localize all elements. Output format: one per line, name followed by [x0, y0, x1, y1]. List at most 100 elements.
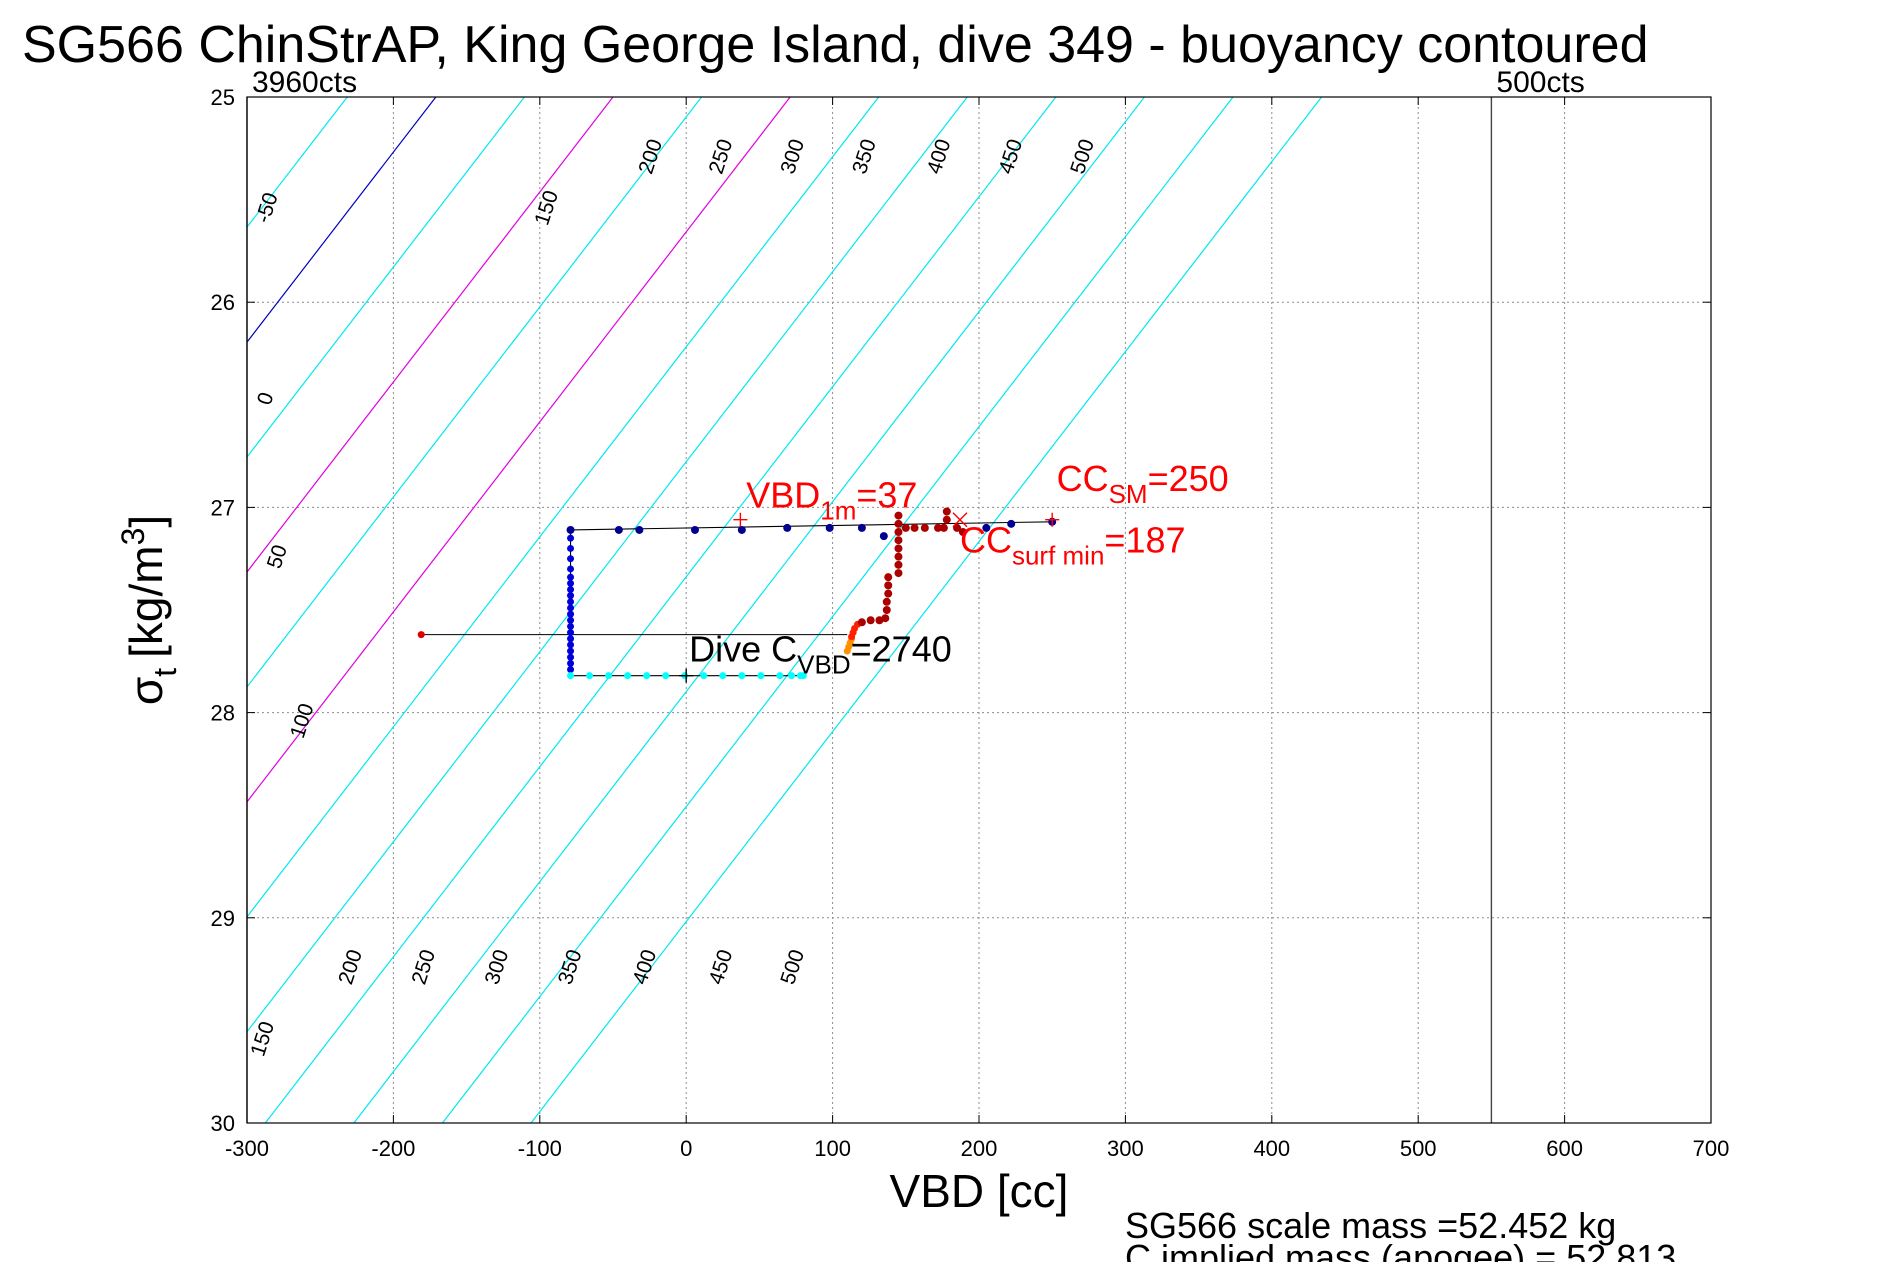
x-tick-label: 500: [1400, 1136, 1437, 1161]
data-point: [605, 672, 613, 680]
cross-marker: [952, 512, 968, 528]
data-point: [738, 672, 746, 680]
cc-sm-annotation-value: =250: [1148, 458, 1229, 499]
y-tick-label: 25: [211, 85, 235, 110]
contour-line: [441, 97, 1234, 1123]
y-axis-label-sub: t: [147, 668, 183, 677]
y-tick-label: 27: [211, 495, 235, 520]
x-tick-label: 400: [1253, 1136, 1290, 1161]
cc-sm-annotation-base: CC: [1057, 458, 1109, 499]
data-point: [757, 672, 765, 680]
cc-surf-min-annotation-base: CC: [960, 520, 1012, 561]
data-point: [958, 528, 967, 537]
data-point: [567, 653, 575, 661]
reference-markers: [679, 512, 1060, 683]
x-tick-label: 100: [814, 1136, 851, 1161]
y-tick-label: 30: [211, 1111, 235, 1136]
data-point: [866, 616, 875, 625]
data-point: [857, 523, 866, 532]
data-point: [567, 629, 575, 637]
x-tick-label: 700: [1693, 1136, 1730, 1161]
data-point: [894, 560, 903, 569]
data-point: [783, 523, 792, 532]
cc-surf-min-annotation-value: =187: [1104, 520, 1185, 561]
data-point: [643, 672, 651, 680]
x-tick-label: 600: [1546, 1136, 1583, 1161]
cc-sm-annotation-sub: SM: [1109, 479, 1148, 509]
data-point: [776, 672, 784, 680]
data-point: [690, 525, 699, 534]
data-point: [567, 622, 575, 630]
y-axis-label-base: σ: [120, 677, 172, 705]
data-point: [884, 581, 893, 590]
data-point: [700, 672, 708, 680]
data-point: [624, 672, 632, 680]
axis-ticks: -300 -200 -100 0 100 200 300 400 500 600 700 25 26 27…: [211, 85, 1730, 1161]
data-point: [567, 544, 575, 552]
data-point: [894, 569, 903, 578]
plus-marker: [1045, 512, 1060, 527]
data-point: [942, 515, 951, 524]
vbd-limit-label: 500cts: [1496, 66, 1584, 99]
contour-line: [264, 97, 1057, 1123]
contour-line: [247, 97, 703, 688]
y-axis-label-sup: 3: [115, 528, 151, 546]
data-point: [882, 606, 891, 614]
data-point: [825, 523, 834, 532]
data-point: [567, 555, 575, 563]
data-point: [894, 528, 903, 537]
data-point: [586, 672, 594, 680]
data-point: [894, 544, 903, 553]
data-point: [901, 523, 910, 532]
data-point: [882, 597, 891, 606]
data-point: [934, 523, 943, 532]
cc-surf-min-annotation-sub: surf min: [1012, 541, 1104, 571]
data-point: [567, 534, 575, 542]
data-point: [567, 635, 575, 643]
data-point: [799, 672, 807, 680]
dive-c-vbd-annotation-value: =2740: [851, 628, 952, 669]
data-point: [635, 525, 644, 534]
data-point: [567, 672, 575, 680]
data-point: [939, 523, 948, 532]
data-point: [567, 659, 575, 667]
x-tick-label: -300: [225, 1136, 269, 1161]
data-point: [567, 647, 575, 655]
data-point: [566, 525, 575, 534]
footer-implied-mass: C implied mass (apogee) = 52.813: [1125, 1237, 1676, 1262]
data-point: [567, 585, 575, 593]
data-point: [567, 610, 575, 618]
x-axis-label: VBD [cc]: [890, 1165, 1069, 1217]
x-tick-label: 300: [1107, 1136, 1144, 1161]
vbd-1m-annotation-value: =37: [856, 474, 917, 515]
y-tick-label: 28: [211, 701, 235, 726]
data-point: [894, 511, 903, 520]
plus-marker: [679, 668, 694, 683]
data-point: [1007, 519, 1016, 528]
data-point: [894, 536, 903, 545]
data-point: [737, 525, 746, 534]
x-tick-label: -200: [371, 1136, 415, 1161]
x-tick-label: -100: [518, 1136, 562, 1161]
dive-c-vbd-annotation: Dive CVBD=2740: [689, 628, 952, 679]
data-point: [884, 589, 893, 598]
contour-line: [247, 97, 437, 344]
data-point: [614, 525, 623, 534]
data-point: [982, 523, 991, 532]
y-axis-label-group: σt [kg/m3]: [115, 515, 183, 705]
data-point: [894, 552, 903, 561]
footer-scale-mass: SG566 scale mass =52.452 kg: [1125, 1205, 1616, 1246]
data-point: [881, 614, 890, 623]
contour-line: [247, 97, 525, 459]
dive-c-vbd-annotation-sub: VBD: [797, 649, 850, 679]
dive-data-points: [417, 507, 1057, 680]
x-tick-label: 0: [680, 1136, 692, 1161]
x-tick-label: 200: [961, 1136, 998, 1161]
data-point: [920, 523, 929, 532]
data-point: [894, 519, 903, 528]
y-tick-label: 26: [211, 290, 235, 315]
data-point: [567, 579, 575, 587]
